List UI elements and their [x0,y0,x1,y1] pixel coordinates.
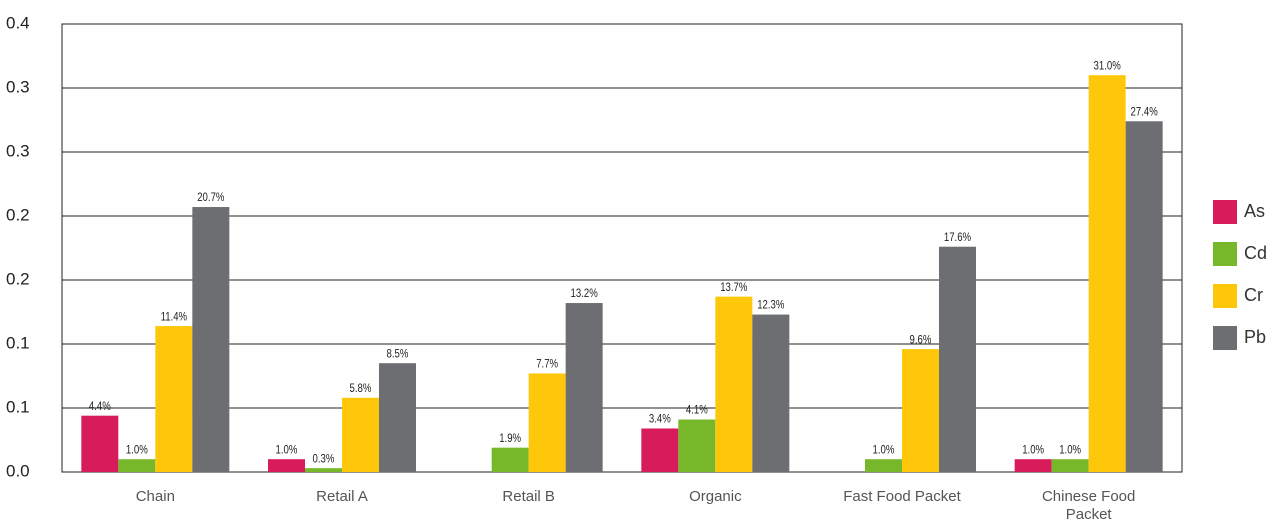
bar [1014,459,1052,472]
legend-swatch [1213,326,1237,350]
data-label: 20.7% [197,191,225,204]
data-label: 3.4% [649,413,671,426]
data-label: 27.4% [1131,106,1159,119]
y-tick-label: 0.0 [6,461,30,480]
bar [491,447,529,472]
legend-swatch [1213,200,1237,224]
data-label: 5.8% [350,382,372,395]
bar [379,363,416,472]
legend-swatch [1213,284,1237,308]
data-label: 8.5% [387,347,409,360]
x-tick-label: Retail B [502,488,555,505]
data-label: 13.2% [571,287,599,300]
x-tick-label: Chain [135,488,175,505]
bar [1051,459,1089,472]
bar [155,326,193,472]
legend-label: Pb [1244,327,1266,347]
y-tick-label: 0.2 [6,269,30,288]
x-tick-label: Organic [689,488,742,505]
legend-label: Cr [1244,285,1263,305]
data-label: 0.3% [313,452,335,465]
data-label: 1.0% [1059,443,1081,456]
bar [715,296,753,472]
bar [752,314,790,472]
plot-frame [61,23,1183,473]
data-label: 11.4% [161,310,188,323]
x-tick-label: Fast Food Packet [843,488,961,505]
y-tick-label: 0.1 [6,397,30,416]
data-label: 4.1% [686,404,708,417]
data-label: 1.0% [126,443,148,456]
data-label: 17.6% [944,231,972,244]
data-label: 1.9% [499,432,521,445]
data-label: 1.0% [873,443,895,456]
bar [268,459,305,472]
bar [1088,75,1126,472]
y-tick-label: 0.3 [6,77,30,96]
bar [902,349,939,472]
bar [1125,121,1163,472]
y-tick-label: 0.2 [6,205,30,224]
legend-swatch [1213,242,1237,266]
data-label: 13.7% [720,281,748,294]
bar [641,428,679,472]
data-label: 12.3% [757,299,785,312]
data-label: 1.0% [276,443,298,456]
bar [865,459,902,472]
data-label: 1.0% [1022,443,1044,456]
bar [342,397,379,472]
bar [192,207,230,473]
legend-label: As [1244,201,1265,221]
data-label: 31.0% [1094,59,1122,72]
data-label: 7.7% [536,358,558,371]
x-tick-label: Retail A [316,488,368,505]
bar [565,303,603,472]
data-label: 4.4% [89,400,111,413]
bar [81,415,119,472]
bar [528,373,566,472]
x-tick-label: Chinese Food Packet [1041,488,1136,523]
bar [118,459,156,472]
y-tick-label: 0.1 [6,333,30,352]
bar [305,468,342,472]
legend-label: Cd [1244,243,1267,263]
bar [678,419,716,472]
y-tick-label: 0.3 [6,141,30,160]
y-tick-label: 0.4 [6,13,30,32]
bar [939,246,976,472]
data-label: 9.6% [910,333,932,346]
